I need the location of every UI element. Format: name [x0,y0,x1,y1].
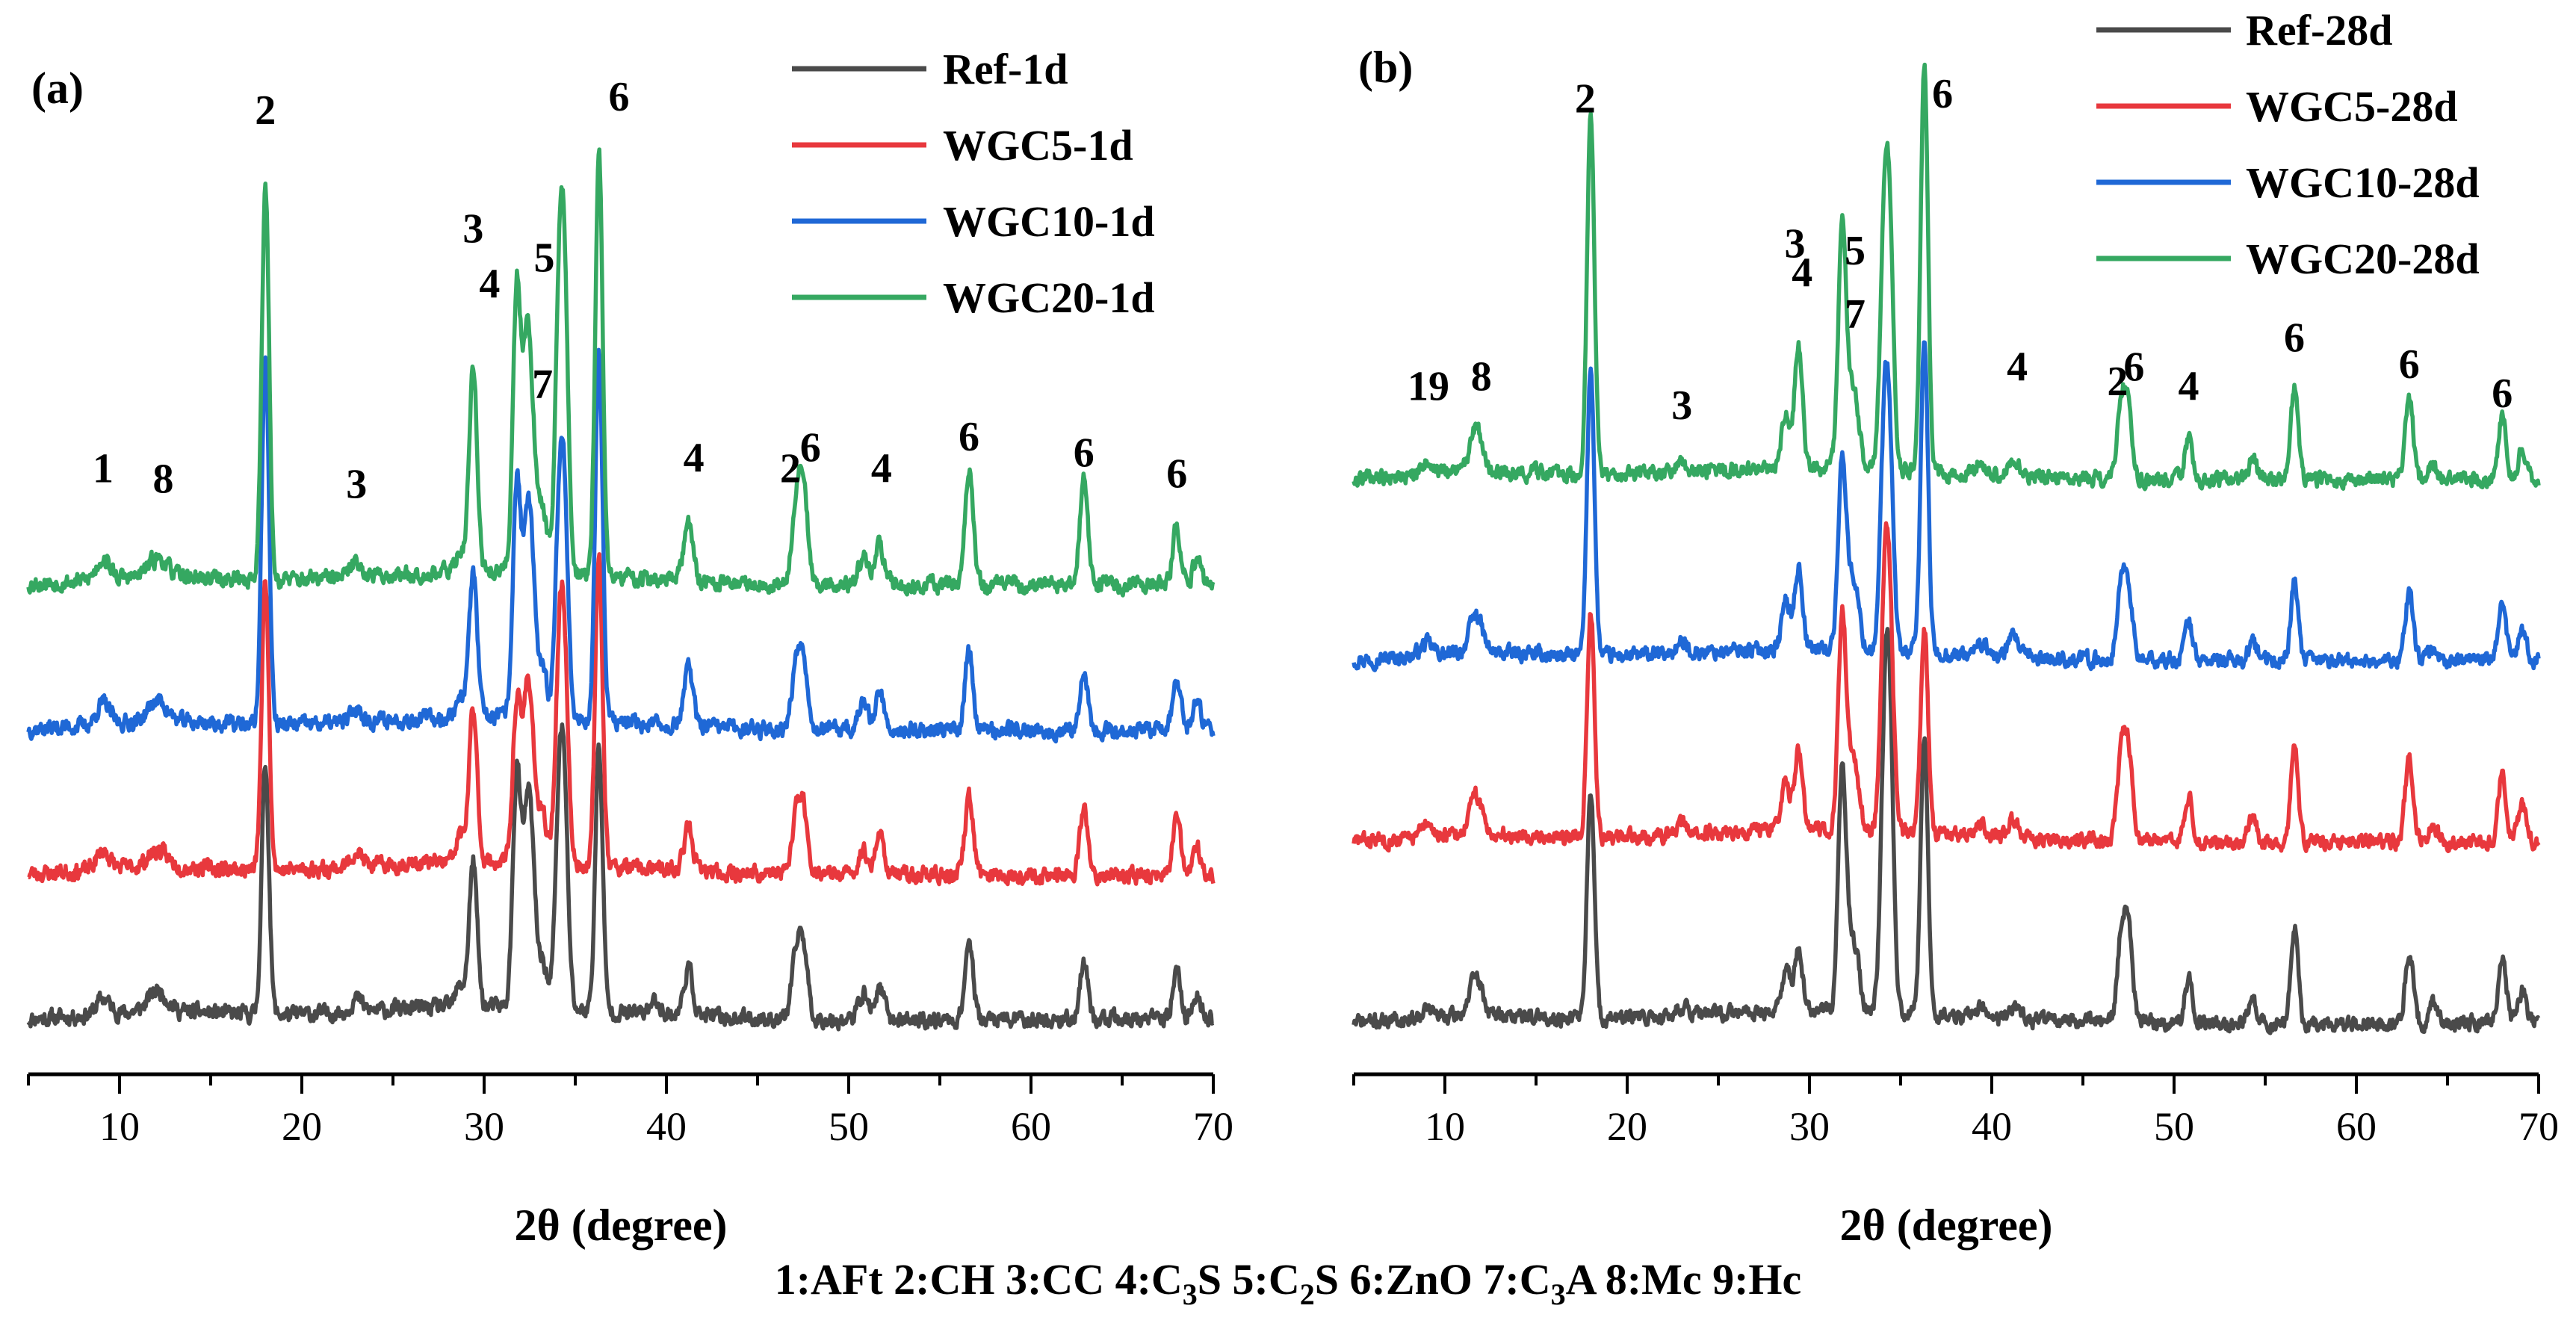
peak-label: 2 [1575,76,1596,123]
x-tick-label: 40 [1972,1104,2012,1149]
caption-part: 5:C [1233,1255,1300,1304]
peak-label: 8 [1471,353,1492,400]
x-tick-label: 50 [2154,1104,2194,1149]
caption-subscript: 3 [1183,1277,1198,1311]
x-tick-label: 20 [282,1104,322,1149]
panel-label: (a) [31,64,84,113]
legend-label: WGC10-1d [943,197,1155,246]
series-line-ref-28d [1352,627,2541,1035]
x-tick-label: 10 [99,1104,140,1149]
peak-label: 6 [800,424,821,471]
legend-label: WGC20-1d [943,273,1155,322]
legend-label: WGC5-1d [943,121,1133,170]
legend-label: WGC10-28d [2246,158,2480,207]
peak-label: 2 [780,446,801,492]
peak-label: 3 [462,206,483,253]
peak-label: 5 [1845,228,1866,274]
series-line-wgc5-28d [1352,521,2541,854]
x-tick-label: 60 [1011,1104,1051,1149]
x-tick-label: 30 [464,1104,504,1149]
peak-label: 6 [1932,71,1953,117]
series-line-wgc20-1d [26,147,1216,598]
peak-label: 3 [346,462,367,508]
legend-label: Ref-28d [2246,6,2393,55]
peak-label: 6 [1074,430,1095,476]
peak-label: 2 [255,87,276,134]
peak-label: 4 [2007,344,2028,390]
x-tick-label: 20 [1607,1104,1647,1149]
x-tick-label: 30 [1789,1104,1830,1149]
x-tick-label: 50 [829,1104,869,1149]
peak-label: 4 [479,261,500,308]
series-line-ref-1d [26,722,1215,1032]
x-tick-label: 70 [1193,1104,1233,1149]
peak-label: 6 [959,414,979,460]
caption-part: S 6:ZnO [1315,1255,1484,1304]
x-tick-label: 70 [2518,1104,2559,1149]
legend-label: WGC20-28d [2246,235,2480,283]
x-tick-label: 40 [646,1104,687,1149]
caption-part: 1:AFt 2:CH 3:CC 4:C [775,1255,1183,1304]
caption-part: S [1198,1255,1233,1304]
panel-label: (b) [1358,43,1413,92]
peak-label: 4 [2179,363,2199,409]
peak-label: 1 [93,446,114,492]
x-tick-label: 60 [2336,1104,2377,1149]
peak-label: 6 [2284,315,2305,362]
caption-part: A 8:Mc 9:Hc [1566,1255,1802,1304]
peak-label: 7 [1845,291,1866,337]
peak-label: 6 [609,74,630,120]
legend-label: WGC5-28d [2246,82,2458,131]
panel-a: 10 20 30 40 50 60 70 2θ (degree) (a) Ref-1d WGC5-1… [26,45,1233,1250]
series-line-wgc5-1d [27,552,1216,887]
x-tick-label: 10 [1425,1104,1465,1149]
peak-label: 2 [2107,359,2128,405]
peak-label: 19 [1408,363,1449,409]
peak-label: 5 [534,235,555,281]
legend-label: Ref-1d [943,45,1068,93]
peak-label: 3 [1671,382,1692,429]
caption-subscript: 2 [1300,1277,1315,1311]
peak-label: 6 [2399,341,2420,388]
peak-label: 6 [2492,371,2512,417]
series-line-wgc10-28d [1352,340,2541,672]
peak-label: 7 [532,362,553,408]
peak-label: 3 [1784,221,1805,267]
peak-label: 4 [871,446,892,492]
peak-label: 6 [1166,451,1187,498]
caption-part: 7:C [1483,1255,1550,1304]
series-line-wgc10-1d [26,347,1216,744]
x-axis-title: 2θ (degree) [1839,1201,2052,1250]
panel-b: 10 20 30 40 50 60 70 2θ (degree) (b) Ref-28d WGC5-… [1352,6,2559,1250]
peak-label: 4 [1792,250,1812,296]
x-axis-title: 2θ (degree) [514,1201,727,1250]
caption-legend-key: 1:AFt 2:CH 3:CC 4:C3S 5:C2S 6:ZnO 7:C3A … [775,1255,1802,1311]
peak-label: 8 [153,456,174,503]
peak-label: 4 [684,435,705,481]
peak-label: 6 [2123,344,2144,390]
caption-subscript: 3 [1551,1277,1566,1311]
series-line-wgc20-28d [1352,62,2541,492]
